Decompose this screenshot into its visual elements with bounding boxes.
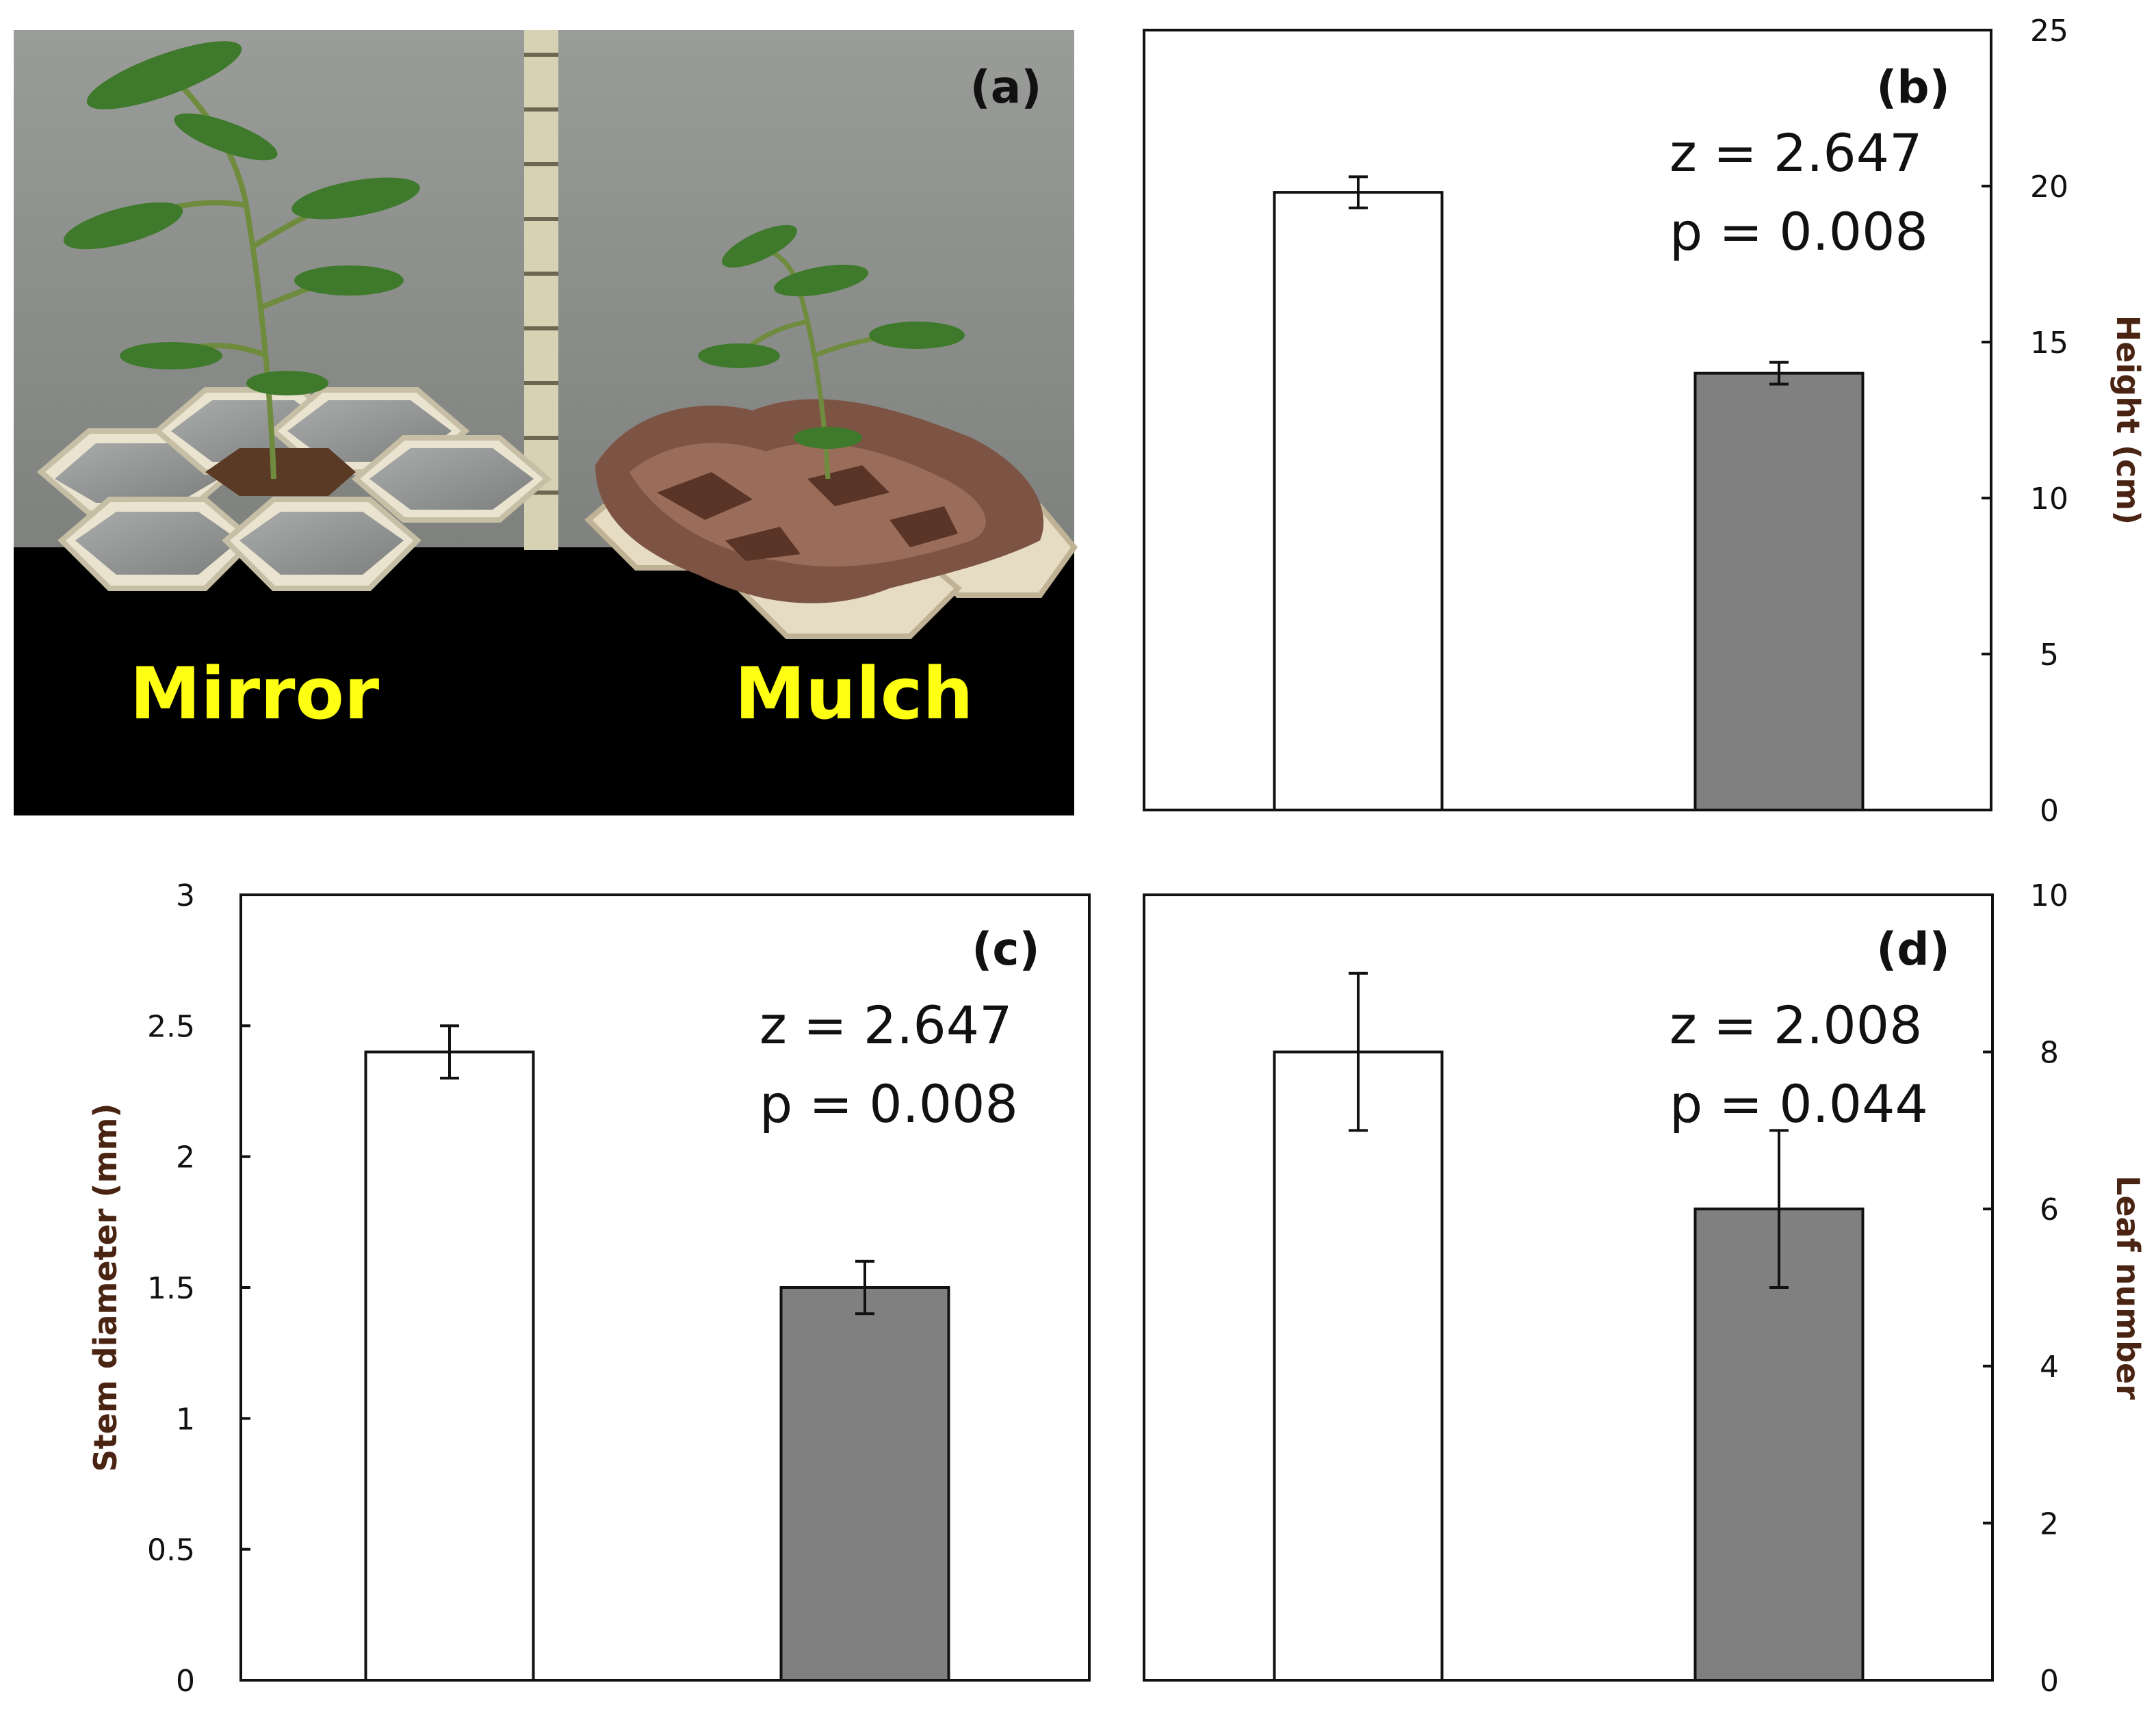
panel-a-letter: (a) — [970, 61, 1042, 114]
error-bar-mirror — [1349, 971, 1368, 1132]
panel-b-letter: (b) — [1876, 61, 1950, 114]
error-bar-mirror — [440, 1024, 459, 1080]
height-bars — [1273, 175, 1865, 811]
y-tick-label: 2 — [176, 1140, 195, 1175]
y-tick-label: 4 — [2040, 1350, 2059, 1385]
leaf-number-bars — [1273, 971, 1865, 1682]
y-tick-label: 0 — [176, 1664, 195, 1699]
y-tick-label: 0 — [2040, 1664, 2059, 1699]
photo-panel: (a) Mirror Mulch — [14, 30, 1078, 815]
panel-b-z-stat: z = 2.647 — [1670, 122, 1922, 183]
y-tick-label: 2 — [2040, 1506, 2059, 1541]
error-bar-mulch — [855, 1259, 874, 1316]
y-tick-label: 8 — [2040, 1036, 2059, 1071]
mirror-plant-leaves — [63, 41, 420, 395]
y-tick-label: 3 — [176, 878, 195, 913]
y-tick-label: 10 — [2030, 482, 2068, 517]
y-tick-label: 25 — [2030, 14, 2068, 49]
mirror-label: Mirror — [130, 652, 379, 735]
stem-diameter-y-ticks: 0 0.5 1 1.5 2 2.5 3 — [147, 878, 250, 1699]
error-bar-mulch — [1769, 1129, 1789, 1289]
mulch-plant-leaves — [698, 224, 965, 449]
y-tick-label: 6 — [2040, 1192, 2059, 1227]
bar-mirror — [1273, 191, 1444, 811]
height-y-ticks: 0 5 10 15 20 25 — [1982, 14, 2068, 828]
panel-d-z-stat: z = 2.008 — [1670, 995, 1922, 1056]
y-tick-label: 15 — [2030, 326, 2068, 361]
bar-mulch — [1693, 371, 1865, 811]
bar-mirror — [364, 1050, 535, 1682]
mirror-tray — [36, 387, 552, 591]
y-tick-label: 0.5 — [147, 1533, 195, 1568]
y-tick-label: 2.5 — [147, 1009, 195, 1044]
leaf-number-y-ticks: 0 2 4 6 8 10 — [1983, 878, 2068, 1699]
mulch-tray — [584, 399, 1078, 639]
panel-c-letter: (c) — [972, 923, 1039, 976]
bar-mirror — [1273, 1050, 1444, 1682]
leaf-number-chart: 0 2 4 6 8 10 (d) z = 2.008 p = 0.044 Leaf num… — [1143, 878, 2146, 1699]
panel-c-p-stat: p = 0.008 — [759, 1073, 1018, 1134]
y-tick-label: 0 — [2040, 794, 2059, 828]
mulch-label: Mulch — [735, 652, 974, 735]
panel-d-p-stat: p = 0.044 — [1670, 1073, 1928, 1134]
height-chart: 0 5 10 15 20 25 (b) z = 2.647 p = 0.008 Heigh… — [1143, 14, 2146, 828]
panel-c-z-stat: z = 2.647 — [759, 995, 1012, 1056]
stem-diameter-axis-title: Stem diameter (mm) — [87, 1103, 124, 1472]
y-tick-label: 20 — [2030, 170, 2068, 205]
stem-diameter-bars — [364, 1024, 950, 1682]
y-tick-label: 1.5 — [147, 1271, 195, 1306]
panel-d-letter: (d) — [1876, 923, 1950, 976]
error-bar-mirror — [1349, 175, 1368, 209]
bar-mulch — [779, 1286, 950, 1682]
height-axis-title: Height (cm) — [2109, 315, 2146, 525]
y-tick-label: 1 — [176, 1402, 195, 1437]
plot-frame — [1143, 29, 1992, 811]
panel-b-p-stat: p = 0.008 — [1670, 201, 1928, 262]
error-bar-mulch — [1769, 361, 1789, 386]
stem-diameter-chart: 0 0.5 1 1.5 2 2.5 3 (c) z = 2.647 p = 0.008 St… — [87, 878, 1091, 1699]
y-tick-label: 10 — [2030, 878, 2068, 913]
leaf-number-axis-title: Leaf number — [2109, 1175, 2146, 1400]
plot-frame — [1143, 893, 1994, 1682]
y-tick-label: 5 — [2040, 638, 2059, 672]
